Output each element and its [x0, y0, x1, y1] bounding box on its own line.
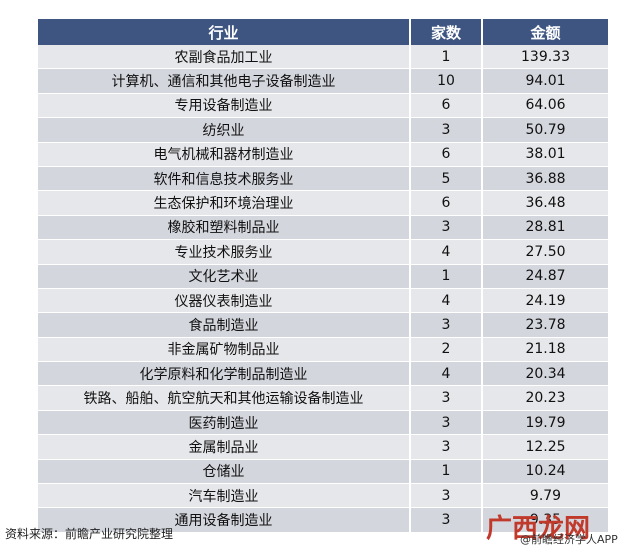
table-cell: 农副食品加工业 — [38, 45, 411, 70]
table-cell: 20.23 — [482, 385, 608, 411]
table-cell: 9.35 — [482, 507, 608, 533]
header-cell: 行业 — [38, 19, 411, 45]
table-cell: 4 — [410, 288, 483, 314]
table-cell: 电气机械和器材制造业 — [38, 142, 411, 167]
table-row: 文化艺术业 1 24.87 — [38, 264, 608, 289]
table-cell: 化学原料和化学制品制造业 — [38, 361, 411, 387]
table-cell: 9.79 — [482, 483, 608, 509]
table-cell: 4 — [410, 239, 483, 265]
table-row: 软件和信息技术服务业 5 36.88 — [38, 166, 608, 192]
table-cell: 食品制造业 — [38, 312, 411, 338]
app-credit: @前瞻经济学人APP — [520, 533, 618, 546]
table-cell: 27.50 — [482, 239, 608, 265]
table-cell: 3 — [410, 483, 483, 509]
table-row: 仓储业 1 10.24 — [38, 459, 608, 485]
table-cell: 28.81 — [482, 215, 608, 241]
table-cell: 计算机、通信和其他电子设备制造业 — [38, 68, 411, 94]
table-cell: 38.01 — [482, 142, 608, 167]
table-cell: 汽车制造业 — [38, 483, 411, 509]
table-cell: 3 — [410, 117, 483, 143]
table-cell: 金属制品业 — [38, 434, 411, 460]
table-cell: 通用设备制造业 — [38, 507, 411, 533]
table-cell: 纺织业 — [38, 117, 411, 143]
table-cell: 19.79 — [482, 410, 608, 436]
table-cell: 36.48 — [482, 190, 608, 216]
header-cell: 家数 — [410, 19, 483, 45]
table-cell: 36.88 — [482, 166, 608, 192]
table-cell: 3 — [410, 410, 483, 436]
table-cell: 生态保护和环境治理业 — [38, 190, 411, 216]
table-row: 橡胶和塑料制品业 3 28.81 — [38, 215, 608, 241]
table-row: 食品制造业 3 23.78 — [38, 312, 608, 338]
table-row: 生态保护和环境治理业 6 36.48 — [38, 190, 608, 216]
table-body: 农副食品加工业 1 139.33 计算机、通信和其他电子设备制造业 10 94.01 专用设… — [38, 45, 608, 533]
table-cell: 专用设备制造业 — [38, 93, 411, 119]
table-cell: 1 — [410, 45, 483, 70]
table-cell: 医药制造业 — [38, 410, 411, 436]
table-cell: 2 — [410, 337, 483, 363]
table-row: 医药制造业 3 19.79 — [38, 410, 608, 436]
table-cell: 仪器仪表制造业 — [38, 288, 411, 314]
table-row: 专业技术服务业 4 27.50 — [38, 239, 608, 265]
table-cell: 文化艺术业 — [38, 264, 411, 289]
table-row: 计算机、通信和其他电子设备制造业 10 94.01 — [38, 68, 608, 94]
table-cell: 橡胶和塑料制品业 — [38, 215, 411, 241]
header-row: 行业 家数 金额 — [38, 19, 608, 45]
table-cell: 3 — [410, 215, 483, 241]
table-cell: 10 — [410, 68, 483, 94]
table-cell: 1 — [410, 264, 483, 289]
table-row: 农副食品加工业 1 139.33 — [38, 45, 608, 70]
table-row: 汽车制造业 3 9.79 — [38, 483, 608, 509]
table-row: 非金属矿物制品业 2 21.18 — [38, 337, 608, 363]
table-row: 仪器仪表制造业 4 24.19 — [38, 288, 608, 314]
table-cell: 94.01 — [482, 68, 608, 94]
table-cell: 10.24 — [482, 459, 608, 485]
table-cell: 3 — [410, 385, 483, 411]
table-cell: 12.25 — [482, 434, 608, 460]
table-row: 金属制品业 3 12.25 — [38, 434, 608, 460]
table-cell: 铁路、船舶、航空航天和其他运输设备制造业 — [38, 385, 411, 411]
table-cell: 4 — [410, 361, 483, 387]
table-cell: 3 — [410, 312, 483, 338]
table-cell: 24.19 — [482, 288, 608, 314]
source-note: 资料来源：前瞻产业研究院整理 — [5, 527, 174, 541]
data-table: 行业 家数 金额 农副食品加工业 1 139.33 计算机、通信和其他电子设备制造业 10 9… — [38, 19, 608, 533]
table-cell: 50.79 — [482, 117, 608, 143]
table-cell: 24.87 — [482, 264, 608, 289]
table-cell: 6 — [410, 93, 483, 119]
table-cell: 仓储业 — [38, 459, 411, 485]
table-row: 电气机械和器材制造业 6 38.01 — [38, 142, 608, 167]
table-cell: 6 — [410, 142, 483, 167]
table-cell: 21.18 — [482, 337, 608, 363]
table-cell: 64.06 — [482, 93, 608, 119]
table-row: 通用设备制造业 3 9.35 — [38, 507, 608, 533]
table-cell: 3 — [410, 434, 483, 460]
table-row: 纺织业 3 50.79 — [38, 117, 608, 143]
table-cell: 软件和信息技术服务业 — [38, 166, 411, 192]
table-row: 化学原料和化学制品制造业 4 20.34 — [38, 361, 608, 387]
watermark: 广西龙网 — [486, 514, 591, 544]
table-cell: 5 — [410, 166, 483, 192]
table-cell: 3 — [410, 507, 483, 533]
table-row: 专用设备制造业 6 64.06 — [38, 93, 608, 119]
table-cell: 20.34 — [482, 361, 608, 387]
table-cell: 139.33 — [482, 45, 608, 70]
header-cell: 金额 — [482, 19, 608, 45]
table-row: 铁路、船舶、航空航天和其他运输设备制造业 3 20.23 — [38, 385, 608, 411]
table-cell: 1 — [410, 459, 483, 485]
table-cell: 23.78 — [482, 312, 608, 338]
table-cell: 6 — [410, 190, 483, 216]
table-cell: 专业技术服务业 — [38, 239, 411, 265]
table-cell: 非金属矿物制品业 — [38, 337, 411, 363]
